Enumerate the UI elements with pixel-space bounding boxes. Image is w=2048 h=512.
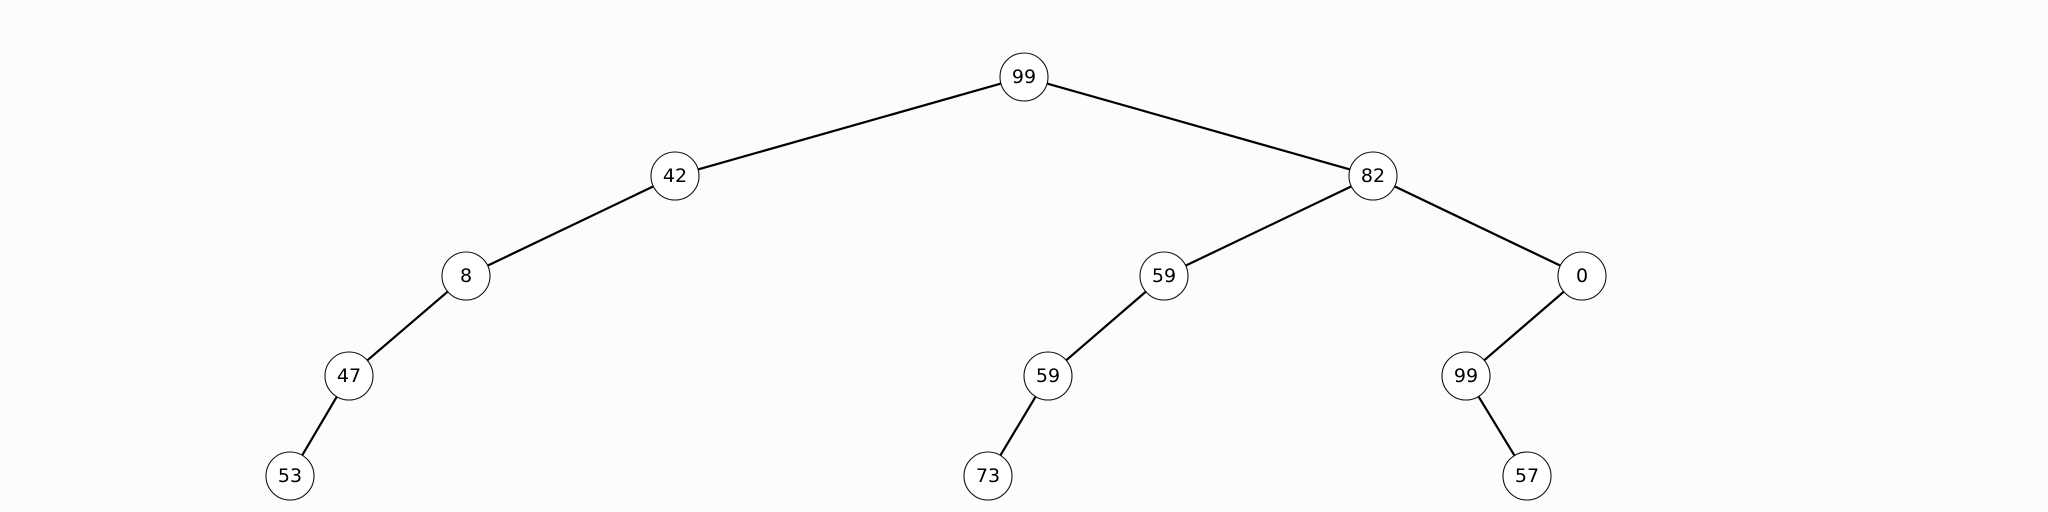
node-value-label: 8 [460, 265, 472, 287]
tree-edge [301, 396, 338, 456]
node-circle [999, 52, 1049, 102]
node-value-label: 99 [1454, 365, 1478, 387]
tree-node: 0 [1557, 251, 1607, 301]
tree-edges [301, 82, 1565, 457]
node-value-label: 47 [337, 365, 361, 387]
tree-edge [487, 185, 654, 267]
tree-node: 42 [650, 151, 700, 201]
node-value-label: 42 [663, 165, 687, 187]
tree-node: 82 [1348, 151, 1398, 201]
tree-edge [1185, 185, 1352, 267]
node-circle [1502, 451, 1552, 501]
tree-node: 99 [999, 52, 1049, 102]
tree-node: 59 [1023, 351, 1073, 401]
tree-nodes: 99 42 82 8 59 0 47 59 99 53 73 57 [265, 52, 1607, 501]
node-circle [1441, 351, 1491, 401]
tree-edge [366, 290, 449, 362]
node-circle [650, 151, 700, 201]
tree-edge [1065, 290, 1147, 362]
tree-edge [999, 396, 1037, 456]
node-circle [1348, 151, 1398, 201]
tree-node: 59 [1139, 251, 1189, 301]
node-circle [1023, 351, 1073, 401]
tree-node: 99 [1441, 351, 1491, 401]
node-circle [441, 251, 491, 301]
node-value-label: 73 [976, 465, 1000, 487]
tree-node: 73 [963, 451, 1013, 501]
node-circle [265, 451, 315, 501]
node-circle [324, 351, 374, 401]
node-value-label: 99 [1012, 66, 1036, 88]
node-value-label: 82 [1361, 165, 1385, 187]
tree-node: 53 [265, 451, 315, 501]
node-value-label: 57 [1515, 465, 1539, 487]
tree-edge [1477, 395, 1516, 457]
tree-edge [1483, 290, 1565, 362]
node-circle [1139, 251, 1189, 301]
tree-edge [697, 82, 1002, 171]
node-value-label: 59 [1036, 365, 1060, 387]
node-value-label: 59 [1152, 265, 1176, 287]
tree-edge [1046, 82, 1351, 171]
tree-node: 8 [441, 251, 491, 301]
tree-edge [1394, 185, 1561, 267]
node-value-label: 53 [278, 465, 302, 487]
node-circle [963, 451, 1013, 501]
node-value-label: 0 [1576, 265, 1588, 287]
node-circle [1557, 251, 1607, 301]
tree-node: 47 [324, 351, 374, 401]
tree-node: 57 [1502, 451, 1552, 501]
